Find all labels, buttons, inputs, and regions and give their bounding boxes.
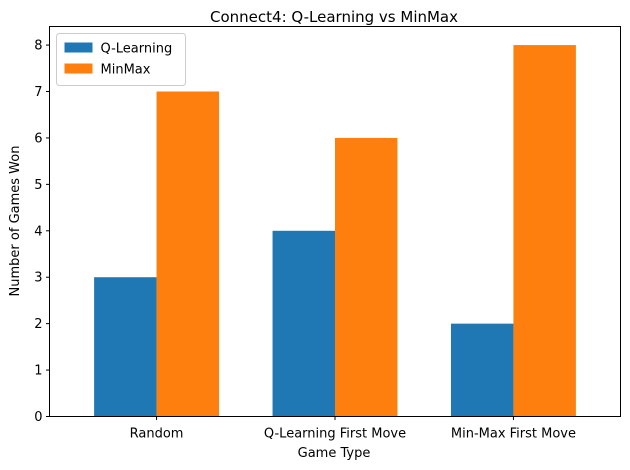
- plot-area: 0 1 2 3 4 5 6 7 8 Random Q-Learning First Move Min…: [34, 26, 621, 442]
- y-tick-label: 0: [34, 410, 42, 425]
- y-tick-label: 5: [34, 178, 42, 193]
- bar-q-learning-min-max-first-move: [450, 323, 514, 417]
- bars-group: [94, 45, 576, 417]
- y-axis: 0 1 2 3 4 5 6 7 8: [34, 39, 50, 425]
- y-tick-label: 2: [34, 317, 42, 332]
- legend-label-minmax: MinMax: [101, 63, 151, 78]
- bar-minmax-q-learning-first-move: [335, 137, 398, 417]
- bar-minmax-random: [156, 91, 220, 417]
- y-tick-label: 4: [34, 224, 42, 239]
- plot-frame: [49, 26, 621, 417]
- x-axis: Random Q-Learning First Move Min-Max First…: [130, 416, 576, 442]
- chart-title: Connect4: Q-Learning vs MinMax: [210, 8, 458, 26]
- bar-minmax-min-max-first-move: [513, 45, 576, 417]
- x-tick-label-min-max-first-move: Min-Max First Move: [451, 427, 576, 442]
- x-tick-label-random: Random: [130, 427, 184, 442]
- legend: Q-Learning MinMax: [56, 33, 186, 86]
- legend-label-q-learning: Q-Learning: [101, 42, 173, 57]
- y-tick-label: 1: [34, 364, 42, 379]
- legend-swatch-minmax: [64, 63, 93, 74]
- y-tick-label: 6: [34, 131, 42, 146]
- legend-swatch-q-learning: [64, 42, 93, 53]
- x-axis-label: Game Type: [298, 446, 371, 461]
- bar-q-learning-random: [94, 277, 157, 417]
- y-axis-label: Number of Games Won: [8, 146, 23, 297]
- y-tick-label: 7: [34, 85, 42, 100]
- bar-q-learning-q-learning-first-move: [272, 230, 335, 417]
- x-tick-label-q-learning-first-move: Q-Learning First Move: [264, 427, 406, 442]
- y-tick-label: 8: [34, 39, 42, 54]
- y-tick-label: 3: [34, 271, 42, 286]
